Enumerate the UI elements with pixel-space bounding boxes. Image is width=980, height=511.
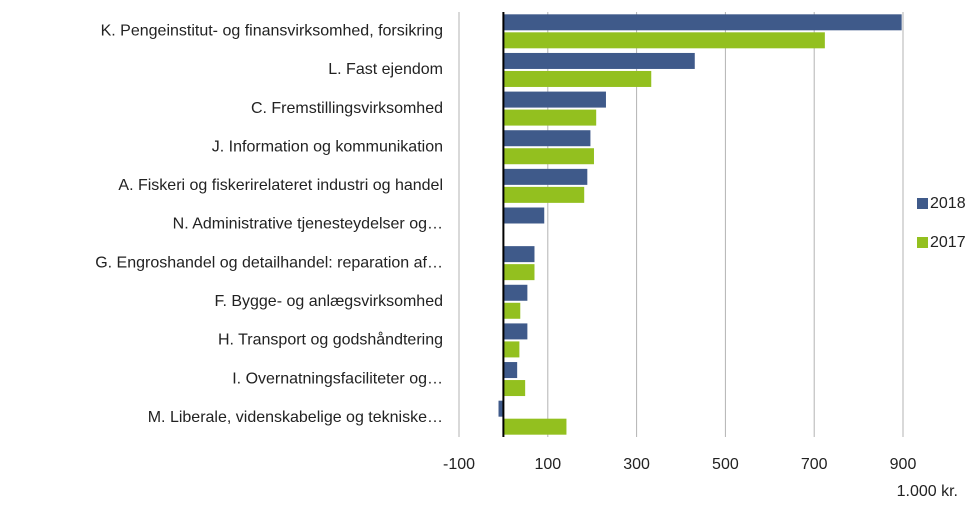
- bar: [503, 323, 528, 340]
- bar: [503, 130, 591, 147]
- bar: [503, 148, 594, 165]
- bar: [503, 284, 528, 301]
- unit-label: 1.000 kr.: [897, 483, 958, 500]
- bar: [503, 246, 535, 263]
- y-tick-label: F. Bygge- og anlægsvirksomhed: [214, 293, 443, 310]
- x-tick-label: 500: [712, 456, 739, 473]
- x-tick-label: 900: [890, 456, 917, 473]
- y-tick-label: M. Liberale, videnskabelige og tekniske…: [148, 409, 443, 426]
- bar: [503, 341, 520, 358]
- legend-swatch: [917, 198, 928, 209]
- bar: [503, 362, 518, 379]
- x-tick-label: -100: [443, 456, 475, 473]
- bar: [503, 168, 588, 185]
- y-tick-label: K. Pengeinstitut- og finansvirksomhed, f…: [101, 23, 443, 40]
- bar: [503, 32, 825, 49]
- bar: [503, 91, 606, 108]
- y-tick-label: L. Fast ejendom: [328, 61, 443, 78]
- y-tick-label: I. Overnatningsfaciliteter og…: [232, 370, 443, 387]
- x-tick-label: 300: [623, 456, 650, 473]
- bar: [503, 14, 902, 31]
- bar: [503, 380, 526, 397]
- bar: [503, 418, 567, 435]
- y-tick-label: J. Information og kommunikation: [212, 138, 443, 155]
- y-tick-label: N. Administrative tjenesteydelser og…: [173, 216, 443, 233]
- y-tick-label: C. Fremstillingsvirksomhed: [251, 100, 443, 117]
- bar: [503, 186, 585, 203]
- bar: [503, 207, 545, 224]
- legend-swatch: [917, 237, 928, 248]
- bar: [503, 70, 652, 87]
- y-tick-label: G. Engroshandel og detailhandel: reparat…: [95, 254, 443, 271]
- y-tick-label: H. Transport og godshåndtering: [218, 331, 443, 349]
- bar: [503, 109, 597, 126]
- bar: [503, 52, 695, 69]
- bar: [498, 400, 504, 417]
- y-tick-label: A. Fiskeri og fiskerirelateret industri …: [118, 177, 443, 194]
- legend-label: 2017: [930, 234, 966, 251]
- bar: [503, 302, 521, 319]
- legend-label: 2018: [930, 195, 966, 212]
- bar: [503, 264, 535, 281]
- x-tick-label: 100: [534, 456, 561, 473]
- x-tick-label: 700: [801, 456, 828, 473]
